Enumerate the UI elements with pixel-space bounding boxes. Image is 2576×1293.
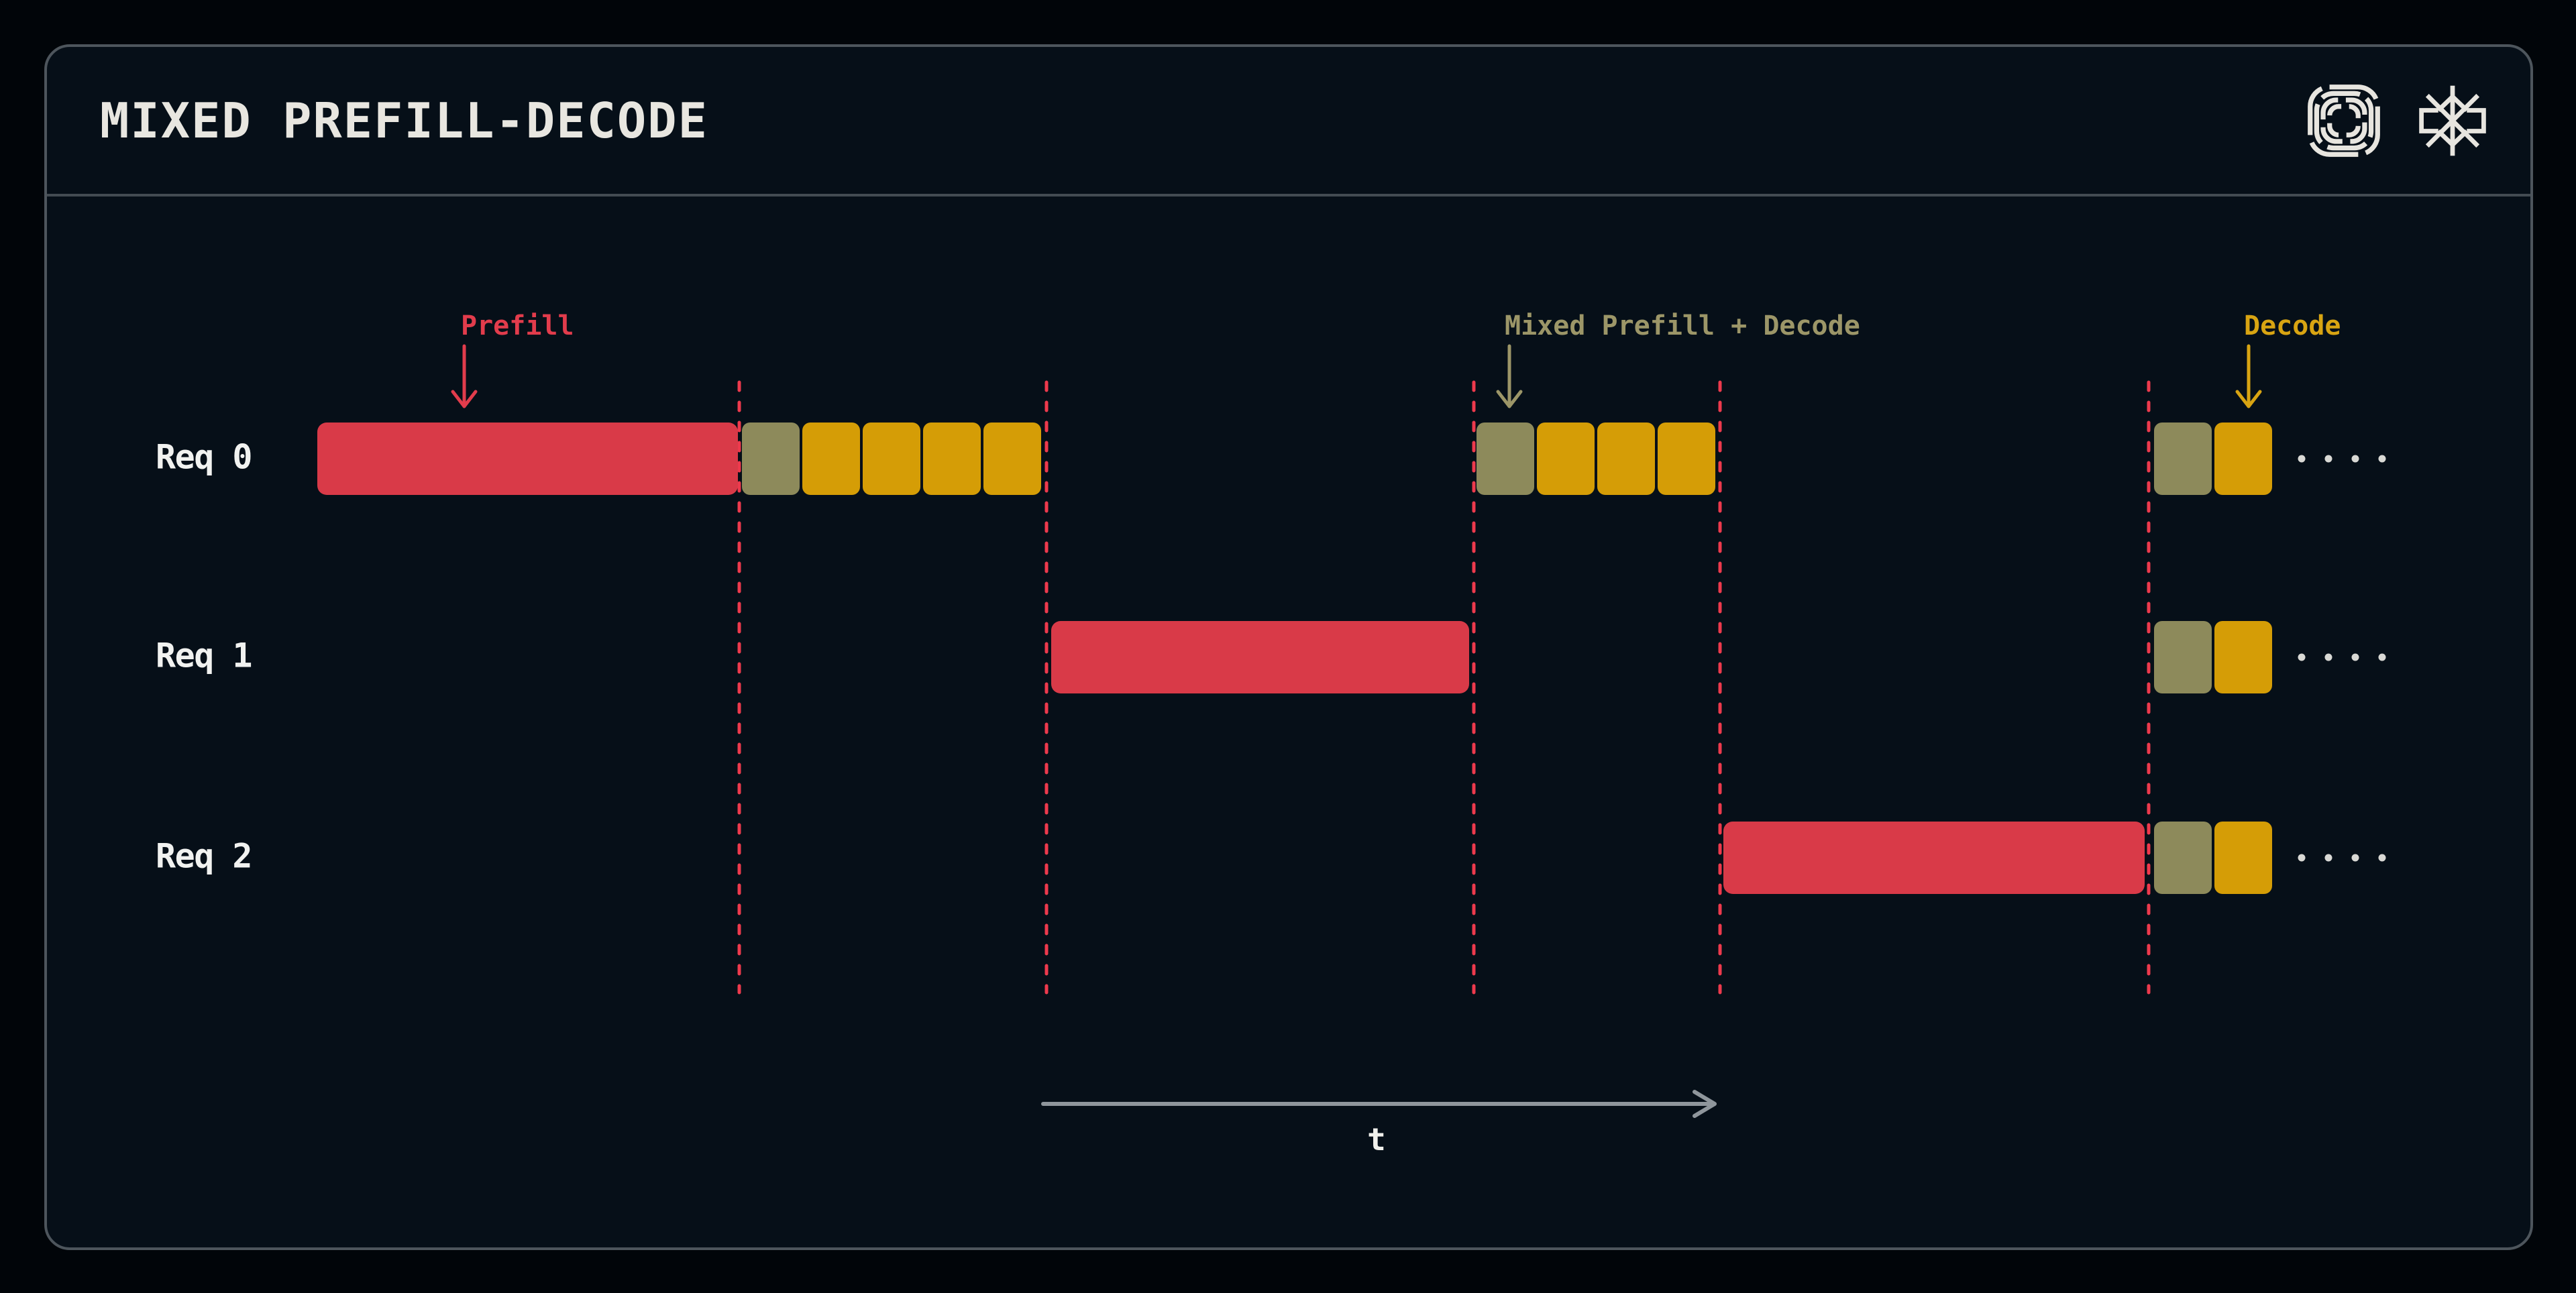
token-cell-decode [2214, 423, 2272, 495]
token-cell-decode [923, 423, 981, 495]
token-cell-decode [1597, 423, 1655, 495]
row-label-req-2: Req 2 [156, 836, 253, 876]
token-cell-mixed [742, 423, 800, 495]
continuation-dot [2298, 455, 2306, 463]
continuation-dot [2324, 455, 2332, 463]
token-cell-decode [863, 423, 920, 495]
row-label-req-0: Req 0 [156, 437, 253, 477]
token-cell-decode [2214, 822, 2272, 894]
token-cell-mixed [2154, 822, 2212, 894]
continuation-dot [2324, 653, 2332, 661]
continuation-dot [2378, 653, 2386, 661]
continuation-dot [2378, 854, 2386, 862]
time-axis-label: t [1367, 1121, 1386, 1158]
prefill-bar [1051, 621, 1469, 693]
prefill-bar [1723, 822, 2145, 894]
tenstorrent-logo-icon [2419, 85, 2486, 156]
header-logos [2305, 47, 2491, 194]
token-cell-mixed [1477, 423, 1534, 495]
token-cell-mixed [2154, 621, 2212, 693]
continuation-dot [2351, 653, 2359, 661]
continuation-dot [2351, 455, 2359, 463]
continuation-dot [2378, 455, 2386, 463]
prefill-annotation-label: Prefill [461, 311, 574, 341]
continuation-dot [2298, 854, 2306, 862]
continuation-dot [2298, 653, 2306, 661]
token-cell-decode [1658, 423, 1715, 495]
concentric-rings-icon [2308, 84, 2380, 157]
token-cell-decode [1537, 423, 1595, 495]
continuation-dot [2324, 854, 2332, 862]
decode-annotation-label: Decode [2244, 311, 2341, 341]
panel-header: MIXED PREFILL-DECODE [47, 47, 2530, 196]
token-cell-decode [983, 423, 1041, 495]
token-cell-decode [802, 423, 860, 495]
page-title: MIXED PREFILL-DECODE [100, 92, 708, 149]
token-cell-mixed [2154, 423, 2212, 495]
prefill-bar [317, 423, 738, 495]
mixed-annotation-label: Mixed Prefill + Decode [1505, 311, 1860, 341]
token-cell-decode [2214, 621, 2272, 693]
row-label-req-1: Req 1 [156, 636, 253, 675]
continuation-dot [2351, 854, 2359, 862]
